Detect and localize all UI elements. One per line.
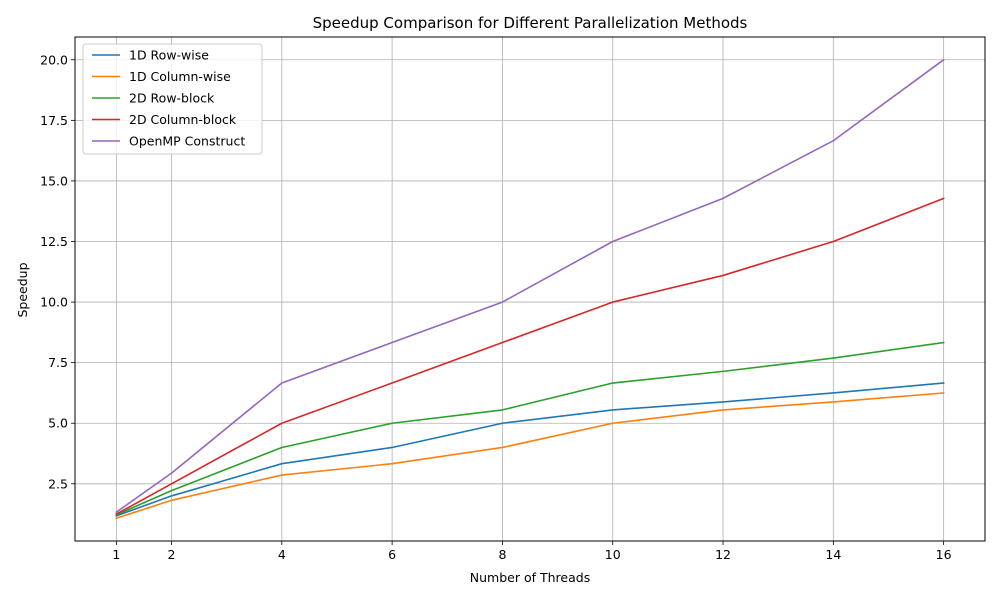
series-lines xyxy=(115,58,945,520)
x-tick-label: 4 xyxy=(278,547,286,562)
y-tick-label: 10.0 xyxy=(40,295,68,310)
legend-label-2: 2D Row-block xyxy=(129,91,215,106)
x-axis-label: Number of Threads xyxy=(470,570,590,585)
legend-label-3: 2D Column-block xyxy=(129,112,237,127)
y-tick-label: 5.0 xyxy=(48,416,68,431)
y-tick-label: 17.5 xyxy=(40,113,68,128)
y-axis-label: Speedup xyxy=(15,262,30,317)
series-line-2 xyxy=(115,341,945,516)
series-line-4 xyxy=(115,58,945,514)
grid-lines xyxy=(75,37,985,541)
x-tick-label: 6 xyxy=(388,547,396,562)
x-tick-label: 14 xyxy=(825,547,841,562)
series-line-1 xyxy=(115,392,945,520)
plot-area-frame xyxy=(74,36,986,542)
x-tick-label: 16 xyxy=(936,547,952,562)
y-tick-label: 20.0 xyxy=(40,52,68,67)
axis-ticks: 1 2 4 6 8 10 12 14 162.55.07.510.012.515.017.520… xyxy=(40,52,951,562)
x-tick-label: 1 xyxy=(112,547,120,562)
series-line-0 xyxy=(115,382,945,517)
series-line-3 xyxy=(115,197,945,516)
y-tick-label: 2.5 xyxy=(48,476,68,491)
x-tick-label: 8 xyxy=(498,547,506,562)
y-tick-label: 7.5 xyxy=(48,355,68,370)
legend-label-4: OpenMP Construct xyxy=(129,134,245,149)
y-tick-label: 15.0 xyxy=(40,173,68,188)
x-tick-label: 2 xyxy=(168,547,176,562)
x-tick-label: 12 xyxy=(715,547,731,562)
legend-label-0: 1D Row-wise xyxy=(129,48,209,63)
legend: 1D Row-wise 1D Column-wise 2D Row-block 2D … xyxy=(82,43,263,155)
chart-title: Speedup Comparison for Different Paralle… xyxy=(313,14,748,32)
y-tick-label: 12.5 xyxy=(40,234,68,249)
legend-box xyxy=(82,43,263,155)
legend-label-1: 1D Column-wise xyxy=(129,69,231,84)
x-tick-label: 10 xyxy=(605,547,621,562)
